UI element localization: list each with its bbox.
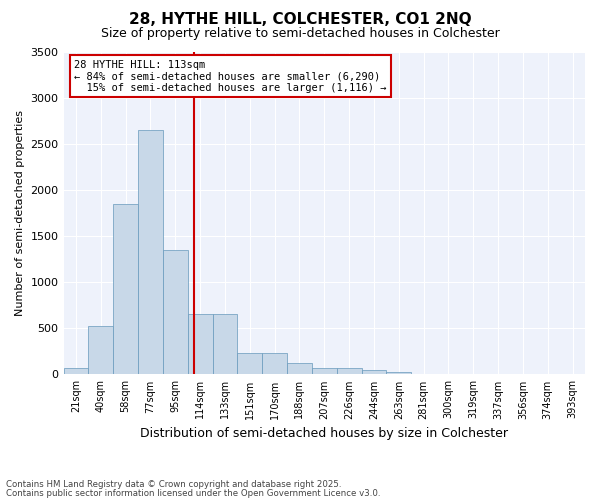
Bar: [212, 314, 238, 374]
Text: Contains public sector information licensed under the Open Government Licence v3: Contains public sector information licen…: [6, 488, 380, 498]
Bar: [88, 326, 113, 374]
Text: Size of property relative to semi-detached houses in Colchester: Size of property relative to semi-detach…: [101, 28, 499, 40]
Bar: [312, 368, 337, 374]
Bar: [238, 353, 262, 374]
Bar: [138, 130, 163, 374]
Y-axis label: Number of semi-detached properties: Number of semi-detached properties: [15, 110, 25, 316]
Bar: [262, 353, 287, 374]
Bar: [386, 372, 411, 374]
Text: 28 HYTHE HILL: 113sqm
← 84% of semi-detached houses are smaller (6,290)
  15% of: 28 HYTHE HILL: 113sqm ← 84% of semi-deta…: [74, 60, 386, 93]
Bar: [337, 368, 362, 374]
Bar: [113, 204, 138, 374]
Bar: [287, 364, 312, 374]
Bar: [188, 314, 212, 374]
Text: Contains HM Land Registry data © Crown copyright and database right 2025.: Contains HM Land Registry data © Crown c…: [6, 480, 341, 489]
Bar: [163, 250, 188, 374]
Text: 28, HYTHE HILL, COLCHESTER, CO1 2NQ: 28, HYTHE HILL, COLCHESTER, CO1 2NQ: [128, 12, 472, 28]
X-axis label: Distribution of semi-detached houses by size in Colchester: Distribution of semi-detached houses by …: [140, 427, 508, 440]
Bar: [64, 368, 88, 374]
Bar: [362, 370, 386, 374]
